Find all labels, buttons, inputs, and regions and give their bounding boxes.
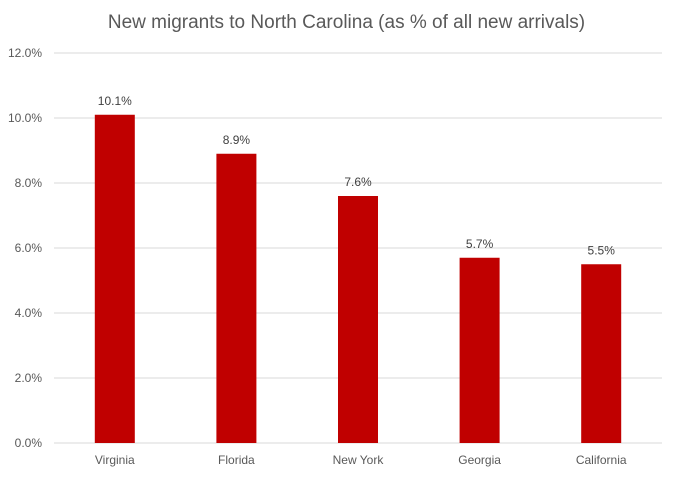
data-label: 5.5% [588, 243, 616, 257]
y-tick-label: 4.0% [15, 306, 43, 320]
bars [94, 114, 622, 443]
data-label: 5.7% [466, 237, 494, 251]
bar-new-york [338, 196, 378, 443]
data-label: 10.1% [98, 94, 132, 108]
y-tick-label: 6.0% [15, 241, 43, 255]
y-axis-tick-labels: 0.0% 2.0% 4.0% 6.0% 8.0% 10.0% 12.0% [8, 46, 42, 450]
bar-california [581, 264, 622, 443]
chart-title: New migrants to North Carolina (as % of … [108, 12, 585, 33]
x-tick-label: Virginia [95, 453, 135, 467]
x-tick-label: Georgia [458, 453, 501, 467]
x-tick-label: California [576, 453, 627, 467]
y-tick-label: 12.0% [8, 46, 42, 60]
x-tick-label: Florida [218, 453, 255, 467]
y-tick-label: 10.0% [8, 111, 42, 125]
y-tick-label: 2.0% [15, 371, 43, 385]
x-tick-label: New York [333, 453, 385, 467]
bar-florida [216, 153, 257, 443]
x-axis-tick-labels: Virginia Florida New York Georgia California [95, 453, 627, 467]
y-tick-label: 8.0% [15, 176, 43, 190]
bar-georgia [459, 257, 500, 443]
data-label: 7.6% [344, 175, 372, 189]
y-tick-label: 0.0% [15, 436, 43, 450]
data-label: 8.9% [223, 133, 251, 147]
data-labels: 10.1% 8.9% 7.6% 5.7% 5.5% [98, 94, 615, 258]
bar-virginia [94, 114, 135, 443]
